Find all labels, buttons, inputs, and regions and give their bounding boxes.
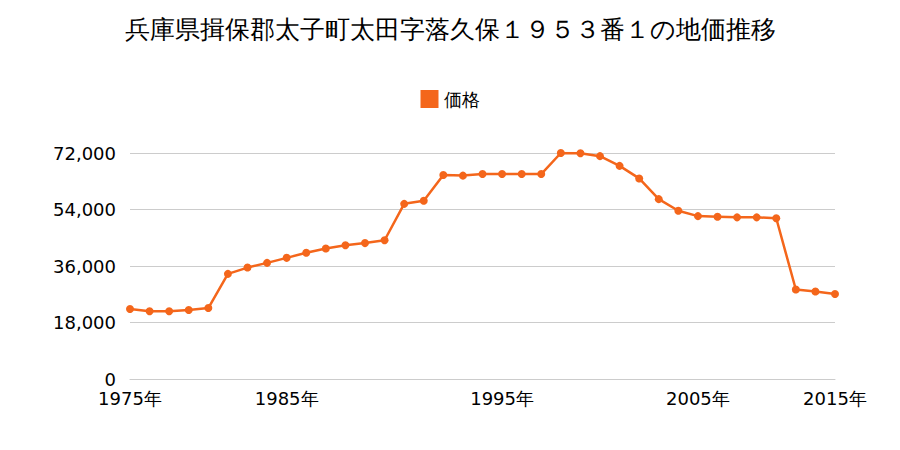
svg-text:36,000: 36,000 [53, 256, 116, 277]
svg-text:18,000: 18,000 [53, 312, 116, 333]
svg-text:1975年: 1975年 [98, 388, 162, 409]
svg-text:1985年: 1985年 [255, 388, 319, 409]
svg-text:0: 0 [105, 369, 116, 390]
svg-text:価格: 価格 [444, 89, 480, 110]
svg-text:兵庫県揖保郡太子町太田字落久保１９５３番１の地価推移: 兵庫県揖保郡太子町太田字落久保１９５３番１の地価推移 [125, 15, 776, 44]
svg-text:72,000: 72,000 [53, 143, 116, 164]
svg-text:1995年: 1995年 [470, 388, 534, 409]
svg-text:2005年: 2005年 [666, 388, 730, 409]
svg-text:54,000: 54,000 [53, 199, 116, 220]
svg-text:2015年: 2015年 [803, 388, 867, 409]
